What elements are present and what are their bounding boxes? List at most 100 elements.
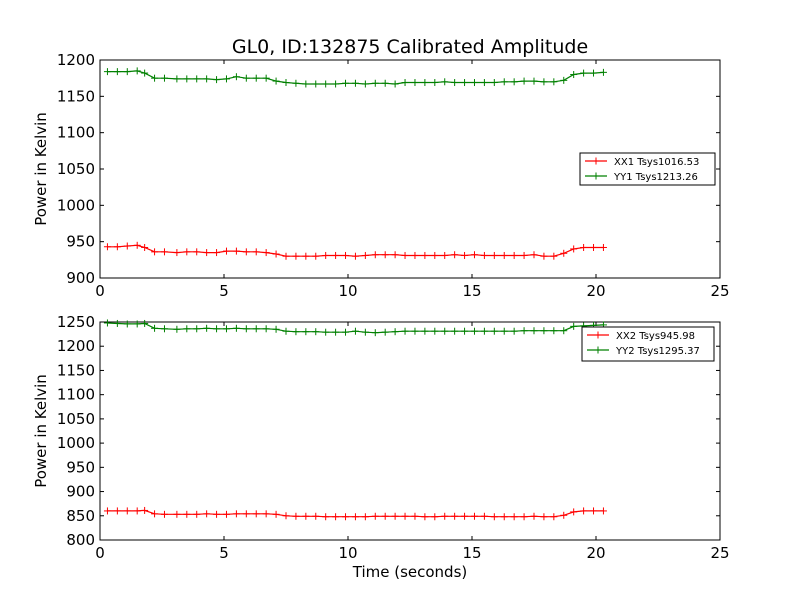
bottom-series-yy-point	[193, 325, 201, 333]
bottom-series-yy-point	[381, 328, 389, 336]
top-series-yy-point	[421, 79, 429, 87]
bottom-series-xx-point	[232, 510, 240, 518]
bottom-series-xx-point	[550, 513, 558, 521]
bottom-series-xx-point	[351, 513, 359, 521]
bottom-series-yy-point	[292, 328, 300, 336]
bottom-series-xx-point	[282, 512, 290, 520]
top-series-yy-point	[570, 71, 578, 79]
bottom-x-tick-label: 25	[710, 544, 729, 562]
top-series-xx-point	[113, 243, 121, 251]
bottom-series-xx-point	[580, 507, 588, 515]
top-series-xx-point	[510, 251, 518, 259]
top-series-yy-point	[431, 79, 439, 87]
bottom-series-xx-point	[411, 512, 419, 520]
bottom-series-xx-point	[599, 507, 607, 515]
top-series-yy-point	[381, 79, 389, 87]
top-series-xx-point	[292, 252, 300, 260]
bottom-x-tick-label: 0	[95, 544, 105, 562]
bottom-series-xx-point	[203, 510, 211, 518]
bottom-series-yy-point	[113, 319, 121, 327]
bottom-series-yy-point	[133, 320, 141, 328]
top-series-yy-point	[103, 68, 111, 76]
top-series-xx-point	[232, 247, 240, 255]
top-x-tick-label: 20	[586, 282, 605, 300]
top-series-yy-point	[222, 75, 230, 83]
bottom-legend-entry-yy: YY2 Tsys1295.37	[587, 346, 700, 357]
top-series-xx-point	[550, 252, 558, 260]
bottom-series-xx-point	[480, 512, 488, 520]
bottom-series-xx-point	[292, 512, 300, 520]
top-series-xx-point	[351, 252, 359, 260]
top-series-xx-point	[133, 241, 141, 249]
bottom-series-xx-point	[272, 510, 280, 518]
top-series-xx-point	[381, 251, 389, 259]
top-series-yy-point	[342, 79, 350, 87]
bottom-series-xx-point	[401, 512, 409, 520]
top-y-tick-label: 1100	[57, 124, 95, 142]
top-series-yy-point	[203, 75, 211, 83]
bottom-x-tick-label: 20	[586, 544, 605, 562]
top-series-yy-point	[272, 77, 280, 85]
bottom-y-tick-label: 1100	[57, 386, 95, 404]
bottom-series-xx-point	[322, 513, 330, 521]
bottom-series-yy-point	[500, 327, 508, 335]
top-series-xx-point	[371, 251, 379, 259]
bottom-series-xx-point	[222, 510, 230, 518]
bottom-series-xx-point	[151, 510, 159, 518]
top-series-xx-point	[222, 247, 230, 255]
top-series-yy-point	[302, 80, 310, 88]
top-y-tick-label: 950	[66, 233, 95, 251]
bottom-y-tick-label: 1250	[57, 313, 95, 331]
top-series-yy-point	[193, 75, 201, 83]
bottom-series-xx-point	[242, 510, 250, 518]
top-series-xx-point	[500, 251, 508, 259]
bottom-y-tick-label: 1200	[57, 337, 95, 355]
bottom-series-yy-point	[123, 320, 131, 328]
top-series-xx-point	[391, 251, 399, 259]
top-series-xx-point	[461, 251, 469, 259]
bottom-series-yy-point	[272, 325, 280, 333]
top-series-xx-point	[599, 243, 607, 251]
top-series-yy-point	[580, 69, 588, 77]
bottom-y-tick-label: 1000	[57, 434, 95, 452]
top-series-yy-point	[391, 80, 399, 88]
bottom-legend-entry-yy-label: YY2 Tsys1295.37	[615, 346, 700, 357]
bottom-series-yy-point	[302, 328, 310, 336]
top-series-yy-point	[252, 74, 260, 82]
top-series-xx-point	[590, 243, 598, 251]
chart-title: GL0, ID:132875 Calibrated Amplitude	[232, 36, 588, 58]
top-series-xx-point	[480, 251, 488, 259]
bottom-y-tick-label: 1050	[57, 410, 95, 428]
bottom-series-xx-point	[560, 511, 568, 519]
top-y-axis-label: Power in Kelvin	[32, 112, 50, 226]
top-series-xx-point	[272, 250, 280, 258]
bottom-series-xx-point	[510, 513, 518, 521]
bottom-series-yy-point	[570, 322, 578, 330]
bottom-axes-frame	[99, 321, 721, 541]
top-series-yy-point	[540, 78, 548, 86]
bottom-legend-entry-xx: XX2 Tsys945.98	[587, 331, 695, 342]
top-legend-entry-xx-label: XX1 Tsys1016.53	[614, 157, 699, 168]
bottom-series-xx-point	[113, 507, 121, 515]
top-series-yy-point	[183, 75, 191, 83]
bottom-series-yy-point	[530, 327, 538, 335]
bottom-series-xx-point	[193, 510, 201, 518]
top-series-yy-point	[371, 79, 379, 87]
bottom-y-tick-label: 950	[66, 458, 95, 476]
top-series-yy-point	[322, 80, 330, 88]
bottom-series-yy-point	[252, 325, 260, 333]
top-series-yy-point	[351, 79, 359, 87]
top-legend-box	[579, 152, 716, 186]
bottom-series-xx-point	[213, 510, 221, 518]
top-series-xx-point	[160, 248, 168, 256]
top-series-xx-point	[193, 248, 201, 256]
bottom-subplot: 0 5 10 15 20 25 800 850 900 950 1000 1050 1100 1150 12…	[57, 313, 730, 562]
bottom-series-yy-point	[203, 324, 211, 332]
bottom-series-xx-point	[173, 510, 181, 518]
top-x-tick-label: 10	[338, 282, 357, 300]
top-series-xx-point	[123, 242, 131, 250]
top-series-yy-point	[173, 75, 181, 83]
bottom-series-xx-point	[530, 512, 538, 520]
top-series-xx-point	[141, 243, 149, 251]
bottom-series-xx-point	[490, 513, 498, 521]
